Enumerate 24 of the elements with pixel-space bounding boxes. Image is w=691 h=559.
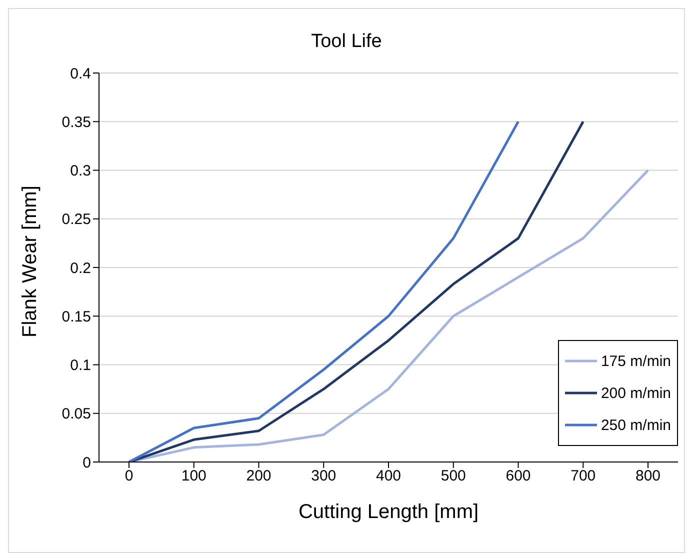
x-axis-title: Cutting Length [mm] bbox=[298, 501, 479, 523]
x-tick-label: 100 bbox=[181, 468, 206, 485]
x-tick-label: 200 bbox=[246, 468, 272, 485]
x-tick-label: 600 bbox=[506, 468, 531, 485]
x-tick-label: 500 bbox=[440, 468, 466, 485]
x-tick-label: 0 bbox=[124, 468, 134, 485]
y-tick-label: 0.1 bbox=[70, 357, 91, 374]
y-axis-title: Flank Wear [mm] bbox=[19, 186, 42, 338]
y-tick-label: 0.25 bbox=[62, 211, 91, 228]
y-tick-label: 0.3 bbox=[70, 162, 91, 180]
legend-label: 250 m/min bbox=[600, 416, 671, 434]
x-tick-label: 300 bbox=[311, 468, 336, 485]
y-tick-label: 0.05 bbox=[62, 406, 91, 423]
legend-label: 175 m/min bbox=[600, 352, 671, 370]
y-tick-label: 0.35 bbox=[62, 114, 91, 131]
y-tick-label: 0.15 bbox=[62, 308, 91, 326]
y-tick-label: 0 bbox=[82, 454, 91, 472]
y-tick-label: 0.2 bbox=[70, 260, 91, 277]
chart-title: Tool Life bbox=[310, 31, 383, 53]
y-tick-label: 0.4 bbox=[70, 65, 91, 82]
x-tick-label: 800 bbox=[635, 468, 661, 485]
x-tick-label: 700 bbox=[570, 468, 596, 485]
x-tick-label: 400 bbox=[376, 468, 402, 485]
legend-label: 200 m/min bbox=[600, 384, 671, 402]
